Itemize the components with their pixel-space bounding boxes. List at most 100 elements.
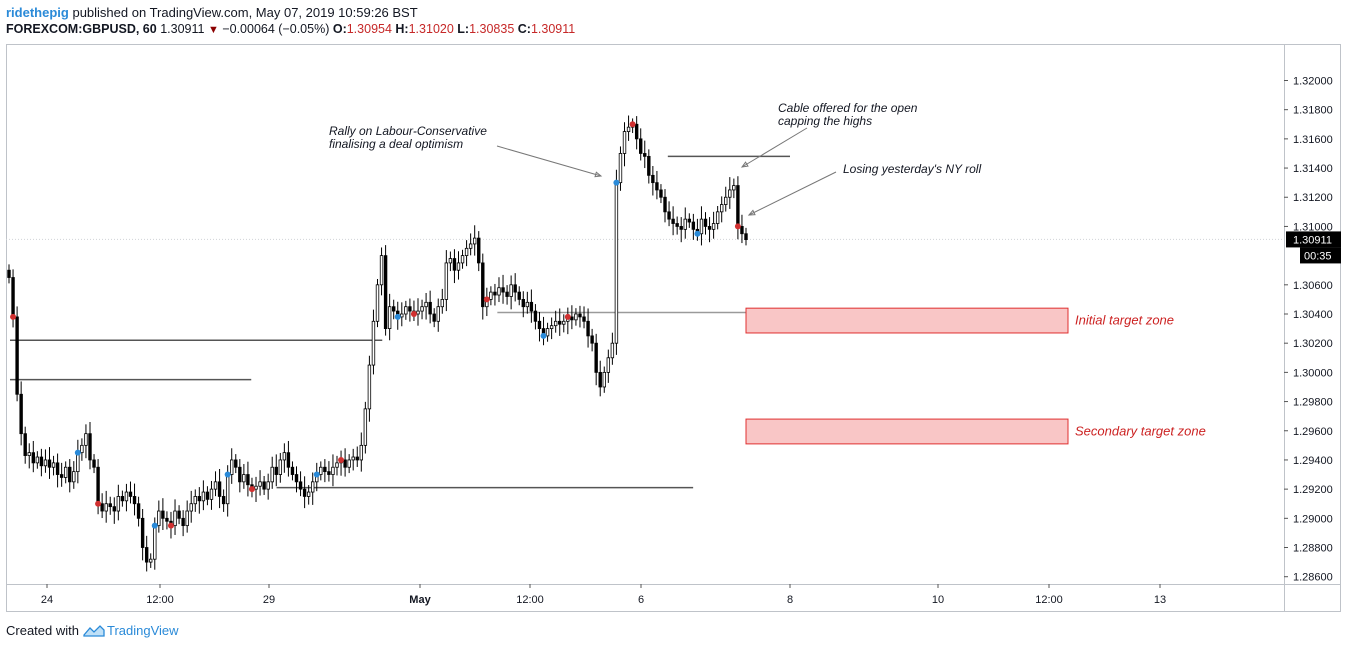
annotation-arrowhead <box>594 171 603 178</box>
candle-body <box>529 301 534 312</box>
candle-body <box>671 218 675 224</box>
losing-annotation: Losing yesterday's NY roll <box>843 162 981 176</box>
swing-dot-red <box>10 313 17 320</box>
countdown-tag <box>1300 247 1341 264</box>
x-tick-label: 12:00 <box>146 594 174 606</box>
candle-body <box>31 452 35 464</box>
swing-dot-blue <box>151 522 158 529</box>
candle-body <box>39 456 44 467</box>
swing-dot-red <box>734 223 741 230</box>
candle-body <box>711 223 716 230</box>
rally-annotation-line2: finalising a deal optimism <box>329 137 463 151</box>
swing-dot-red <box>629 121 636 128</box>
candle-body <box>355 456 359 461</box>
candle-body <box>533 310 538 322</box>
swing-dot-red <box>167 522 174 529</box>
candle-body <box>59 474 64 478</box>
candle-body <box>242 474 246 483</box>
target-zones: Initial target zone Secondary target zone <box>745 307 1206 445</box>
last-price-tag-label: 1.30911 <box>1293 234 1332 246</box>
candle-body <box>367 364 372 410</box>
candle-body <box>489 291 493 300</box>
candle-body <box>43 459 48 467</box>
candle-body <box>570 316 574 321</box>
candle-body <box>213 481 218 490</box>
candle-body <box>221 496 226 505</box>
candle-body <box>691 221 696 230</box>
candle-body <box>643 153 647 157</box>
candle-body <box>549 325 554 329</box>
swing-dot-blue <box>540 332 547 339</box>
symbol-label[interactable]: FOREXCOM:GBPUSD, 60 <box>6 22 157 36</box>
annotation-arrowhead <box>747 209 756 216</box>
candle-body <box>590 335 594 344</box>
swing-dot-blue <box>313 471 320 478</box>
candle-body <box>663 196 667 213</box>
y-tick-label: 1.30200 <box>1293 338 1333 350</box>
candle-body <box>136 503 141 519</box>
tradingview-brand[interactable]: TradingView <box>106 623 179 638</box>
candle-body <box>521 299 525 308</box>
candle-body <box>634 123 639 140</box>
candles <box>7 115 748 572</box>
target-zone-box <box>745 418 1069 445</box>
author-name[interactable]: ridethepig <box>6 5 69 20</box>
candle-body <box>100 503 104 512</box>
change-value: −0.00064 (−0.05%) <box>222 22 330 36</box>
candle-body <box>68 466 72 483</box>
candle-body <box>23 433 27 456</box>
candle-body <box>96 466 100 505</box>
candle-body <box>736 185 740 227</box>
created-with-text: Created with <box>6 623 79 638</box>
candle-body <box>501 287 505 293</box>
candle-body <box>428 301 432 315</box>
candle-body <box>444 262 449 300</box>
annotation-arrow-line <box>741 127 808 168</box>
candle-body <box>327 471 331 475</box>
candle-body <box>448 258 453 264</box>
candle-body <box>35 456 40 464</box>
x-tick-label: 13 <box>1154 594 1166 606</box>
y-tick-label: 1.29200 <box>1293 484 1333 496</box>
close-value: 1.30911 <box>530 22 576 36</box>
x-tick-label: 10 <box>932 594 944 606</box>
candle-body <box>185 510 189 527</box>
open-value: 1.30954 <box>346 22 392 36</box>
candle-body <box>578 313 582 318</box>
high-value: 1.31020 <box>408 22 454 36</box>
swing-dot-blue <box>74 449 81 456</box>
candle-body <box>88 433 92 461</box>
swing-dot-red <box>338 456 345 463</box>
y-tick-label: 1.31400 <box>1293 163 1333 175</box>
target-zone-label: Secondary target zone <box>1075 423 1206 438</box>
candle-body <box>189 503 193 512</box>
candle-body <box>246 474 250 486</box>
candle-body <box>225 474 230 505</box>
candle-body <box>586 320 590 337</box>
x-tick-label: 29 <box>263 594 275 606</box>
candle-body <box>238 466 242 483</box>
candle-body <box>683 218 687 230</box>
swing-dot-red <box>564 313 571 320</box>
candle-body <box>47 459 52 468</box>
candle-body <box>513 284 517 293</box>
y-tick-label: 1.31000 <box>1293 221 1333 233</box>
low-label: L: <box>457 22 470 36</box>
candle-body <box>622 131 627 154</box>
candle-body <box>481 262 485 308</box>
y-tick-label: 1.30600 <box>1293 280 1333 292</box>
y-tick-label: 1.31600 <box>1293 134 1333 146</box>
candle-body <box>274 466 278 475</box>
candle-body <box>667 211 671 220</box>
candle-body <box>294 474 299 483</box>
cable-annotation-line1: Cable offered for the open <box>778 101 918 115</box>
candle-body <box>598 371 602 388</box>
candle-body <box>306 491 311 497</box>
candle-body <box>177 510 181 519</box>
candle-body <box>197 496 202 502</box>
candle-body <box>7 269 11 278</box>
candle-body <box>525 301 530 308</box>
last-price-tag <box>1286 231 1341 248</box>
candle-body <box>420 306 424 312</box>
